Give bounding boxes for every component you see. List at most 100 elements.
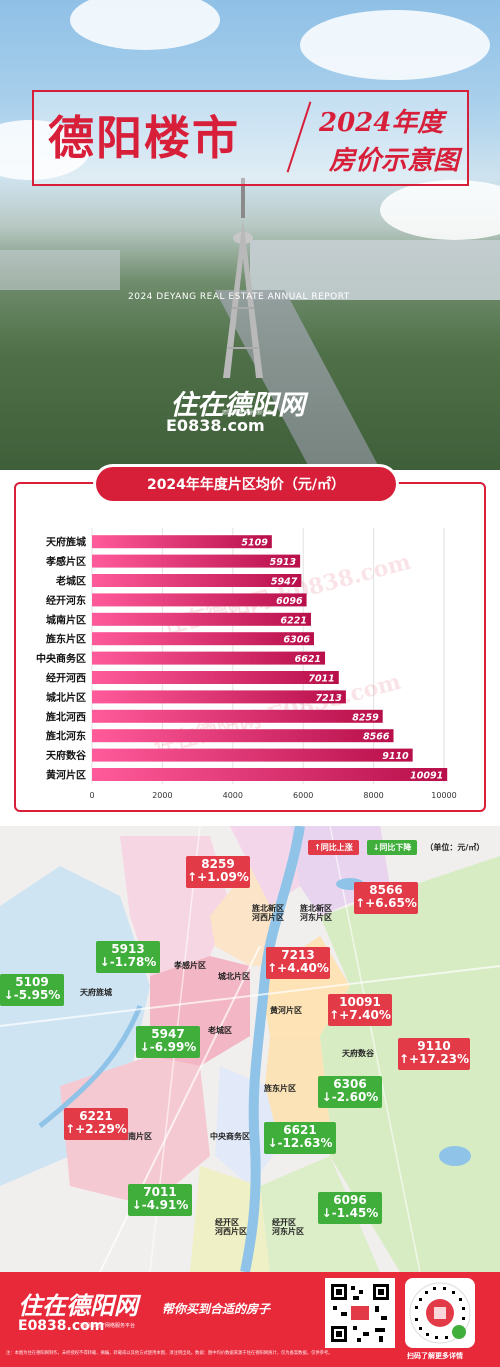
badge-change: ↓-4.91% (131, 1198, 189, 1213)
bar (92, 593, 307, 607)
y-category-label: 旌东片区 (46, 633, 86, 646)
badge-price: 5109 (15, 975, 49, 989)
badge-change: ↓-12.63% (267, 1136, 333, 1151)
bar (92, 671, 339, 684)
badge-change: ↑+17.23% (398, 1052, 470, 1067)
bar (92, 729, 394, 743)
price-badge-xiaogan: 5913 ↓-1.78% (96, 941, 160, 973)
bar-value-label: 6221 (281, 615, 307, 626)
y-category-label: 黄河片区 (46, 769, 86, 782)
price-badge-jingbei-hedong: 8566 ↑+6.65% (354, 882, 418, 914)
y-category-label: 旌北河西 (46, 710, 86, 723)
bar-value-label: 5109 (241, 538, 268, 549)
badge-change: ↓-6.99% (139, 1040, 197, 1055)
region-label-tianfu-shugu: 天府数谷 (342, 1049, 374, 1058)
badge-change: ↑+1.09% (187, 870, 249, 885)
badge-change: ↑+6.65% (355, 896, 417, 911)
page-title: 德阳楼市 (48, 111, 240, 165)
qr-code-icon[interactable] (325, 1278, 395, 1348)
badge-change: ↓-5.95% (3, 988, 61, 1003)
y-category-label: 城南片区 (46, 613, 86, 626)
region-label-jingbei-hedong: 旌北新区 河东片区 (300, 904, 332, 923)
x-tick-label: 6000 (293, 791, 313, 800)
region-label-cbd: 中央商务区 (210, 1132, 250, 1141)
x-tick-label: 4000 (223, 791, 243, 800)
cloud-2 (300, 10, 490, 80)
region-label-chengnan: 城南片区 (120, 1132, 152, 1141)
badge-price: 6096 (333, 1193, 367, 1207)
y-category-label: 孝感片区 (45, 555, 86, 568)
price-badge-jingdong: 6306 ↓-2.60% (318, 1076, 382, 1108)
title-divider (286, 101, 312, 173)
page-title-year: 2024年度 (319, 108, 444, 138)
logo-name: 住在德阳网 (170, 390, 305, 421)
footer: 住在德阳网 E0838.com 德阳房地产网络服务平台 帮你买到合适的房子 (0, 1272, 500, 1367)
badge-price: 7213 (281, 948, 315, 962)
bar (92, 748, 413, 762)
bar-value-label: 7011 (308, 674, 334, 685)
bar (92, 768, 448, 781)
logo-domain: E0838.com (166, 416, 265, 435)
footer-scan-hint: 扫码了解更多详情 (407, 1352, 463, 1360)
bar (92, 574, 302, 587)
district-map: 天府旌城 孝感片区 老城区 城北片区 旌北新区 河西片区 旌北新区 河东片区 黄… (0, 826, 500, 1272)
bar-chart: 0200040006000800010000住在德阳网 E0838.com住在德… (36, 528, 457, 800)
region-label-jingkai-hedong: 经开区 河东片区 (272, 1218, 304, 1237)
y-category-label: 经开河西 (46, 672, 86, 685)
cloud-1 (70, 0, 220, 50)
y-category-label: 城北片区 (46, 691, 86, 704)
price-chart-card: 0200040006000800010000住在德阳网 E0838.com住在德… (14, 467, 486, 812)
y-category-label: 天府数谷 (46, 749, 87, 762)
region-label-jingkai-hexi: 经开区 河西片区 (215, 1218, 247, 1237)
x-tick-label: 8000 (363, 791, 383, 800)
badge-price: 8566 (369, 883, 403, 897)
footer-logo[interactable]: 住在德阳网 E0838.com 德阳房地产网络服务平台 (18, 1286, 138, 1334)
price-badge-chengnan: 6221 ↑+2.29% (64, 1108, 128, 1140)
price-badge-jingkai-hexi: 7011 ↓-4.91% (128, 1184, 192, 1216)
badge-price: 6306 (333, 1077, 367, 1091)
price-badge-tianfu-jingcheng: 5109 ↓-5.95% (0, 974, 64, 1006)
legend-unit: （单位：元/㎡） (425, 843, 485, 852)
y-category-label: 中央商务区 (36, 652, 86, 665)
badge-price: 8259 (201, 857, 235, 871)
bar (92, 690, 346, 704)
badge-price: 6221 (79, 1109, 113, 1123)
bar (92, 709, 383, 723)
legend-up: ↑同比上涨 (308, 840, 359, 855)
price-badge-tianfu-shugu: 9110 ↑+17.23% (398, 1038, 470, 1070)
price-badge-chengbei-hexi: 8259 ↑+1.09% (186, 856, 250, 888)
title-banner: 德阳楼市 2024年度 房价示意图 (32, 90, 469, 186)
region-label-tianfu-jingcheng: 天府旌城 (80, 988, 112, 997)
badge-change: ↓-1.78% (99, 955, 157, 970)
badge-price: 5913 (111, 942, 145, 956)
bar-value-label: 6096 (276, 596, 303, 607)
region-label-xiaogan: 孝感片区 (174, 961, 206, 970)
price-badge-huanghe: 10091 ↑+7.40% (328, 994, 392, 1026)
y-category-label: 经开河东 (46, 594, 86, 607)
bar-value-label: 5913 (270, 557, 297, 568)
x-tick-label: 2000 (152, 791, 172, 800)
region-label-laocheng: 老城区 (208, 1026, 232, 1035)
report-english-title: 2024 DEYANG REAL ESTATE ANNUAL REPORT (128, 292, 350, 302)
city-skyline-2 (0, 250, 120, 290)
footer-disclaimer: 注：本图为住在德阳网制作，未经授权不得转载、摘编，转载或以其他方式使用本图，须注… (6, 1351, 333, 1356)
badge-change: ↑+2.29% (65, 1122, 127, 1137)
price-badge-cbd: 6621 ↓-12.63% (264, 1122, 336, 1154)
y-category-label: 旌北河东 (46, 730, 86, 743)
badge-price: 6621 (283, 1123, 317, 1137)
x-tick-label: 10000 (431, 791, 456, 800)
badge-price: 5947 (151, 1027, 185, 1041)
price-badge-jingkai-hedong: 6096 ↓-1.45% (318, 1192, 382, 1224)
x-tick-label: 0 (89, 791, 94, 800)
page-subtitle: 房价示意图 (329, 146, 460, 176)
mini-program-code-icon[interactable] (405, 1278, 475, 1348)
hero-banner: 德阳楼市 2024年度 房价示意图 2024 DEYANG REAL ESTAT… (0, 0, 500, 470)
tv-tower-icon (223, 178, 263, 378)
bar-value-label: 6306 (284, 635, 311, 646)
bar-value-label: 7213 (315, 693, 342, 704)
bar-value-label: 8566 (363, 732, 390, 743)
badge-change: ↓-2.60% (321, 1090, 379, 1105)
chart-title: 2024年年度片区均价（元/㎡） (96, 467, 396, 501)
badge-change: ↑+4.40% (267, 961, 329, 976)
map-legend: ↑同比上涨 ↓同比下降 （单位：元/㎡） (308, 840, 484, 855)
